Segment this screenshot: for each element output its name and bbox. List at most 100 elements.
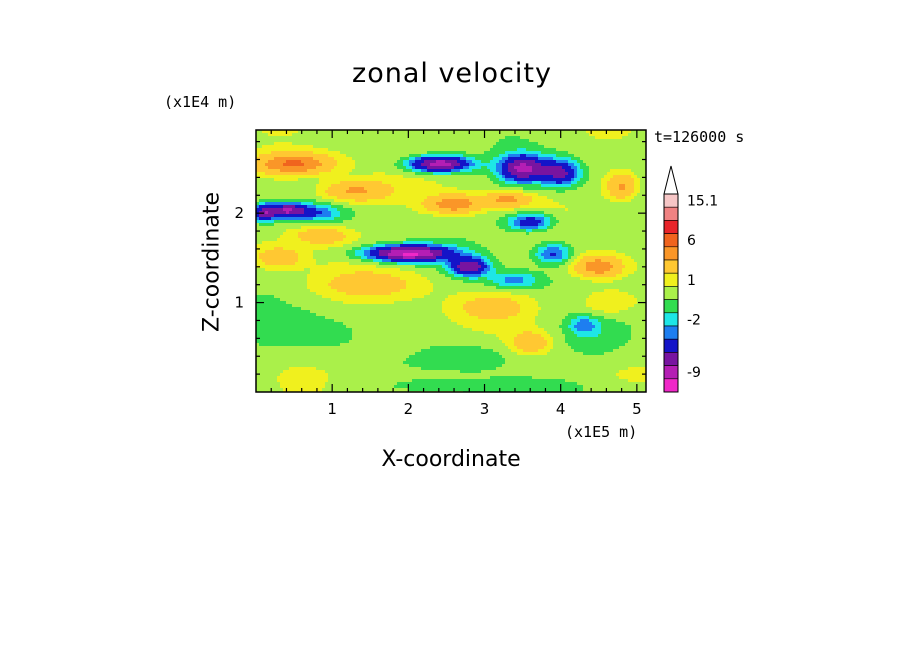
heatmap-cell <box>535 181 539 185</box>
heatmap-cell <box>382 223 386 227</box>
heatmap-cell <box>466 151 470 155</box>
heatmap-cell <box>331 229 335 233</box>
heatmap-cell <box>484 220 488 224</box>
heatmap-cell <box>541 151 545 155</box>
heatmap-cell <box>604 178 608 182</box>
heatmap-cell <box>628 148 632 152</box>
heatmap-cell <box>274 163 278 167</box>
heatmap-cell <box>328 214 332 218</box>
heatmap-cell <box>577 166 581 170</box>
heatmap-cell <box>322 244 326 248</box>
heatmap-cell <box>451 166 455 170</box>
heatmap-cell <box>448 214 452 218</box>
heatmap-cell <box>589 205 593 209</box>
heatmap-cell <box>550 214 554 218</box>
heatmap-cell <box>388 193 392 197</box>
heatmap-cell <box>526 190 530 194</box>
heatmap-cell <box>271 223 275 227</box>
heatmap-cell <box>463 205 467 209</box>
heatmap-cell <box>553 142 557 146</box>
heatmap-cell <box>442 133 446 137</box>
heatmap-cell <box>388 244 392 248</box>
heatmap-cell <box>490 187 494 191</box>
heatmap-cell <box>394 160 398 164</box>
heatmap-cell <box>352 157 356 161</box>
heatmap-cell <box>391 196 395 200</box>
heatmap-cell <box>328 229 332 233</box>
heatmap-cell <box>535 229 539 233</box>
heatmap-cell <box>556 229 560 233</box>
heatmap-cell <box>583 220 587 224</box>
heatmap-cell <box>613 208 617 212</box>
heatmap-cell <box>499 196 503 200</box>
heatmap-cell <box>448 220 452 224</box>
heatmap-cell <box>481 163 485 167</box>
heatmap-cell <box>379 142 383 146</box>
heatmap-cell <box>421 223 425 227</box>
heatmap-cell <box>277 160 281 164</box>
heatmap-cell <box>259 130 263 134</box>
heatmap-cell <box>328 175 332 179</box>
heatmap-cell <box>499 169 503 173</box>
heatmap-cell <box>547 178 551 182</box>
heatmap-cell <box>535 163 539 167</box>
heatmap-cell <box>598 163 602 167</box>
heatmap-cell <box>283 226 287 230</box>
heatmap-cell <box>268 241 272 245</box>
heatmap-cell <box>277 157 281 161</box>
heatmap-cell <box>352 217 356 221</box>
heatmap-cell <box>463 208 467 212</box>
heatmap-cell <box>409 172 413 176</box>
heatmap-cell <box>568 178 572 182</box>
heatmap-cell <box>445 184 449 188</box>
heatmap-cell <box>574 178 578 182</box>
heatmap-cell <box>358 214 362 218</box>
heatmap-cell <box>286 235 290 239</box>
heatmap-cell <box>445 229 449 233</box>
heatmap-cell <box>460 187 464 191</box>
heatmap-cell <box>514 208 518 212</box>
heatmap-cell <box>550 145 554 149</box>
heatmap-cell <box>259 190 263 194</box>
heatmap-cell <box>367 235 371 239</box>
heatmap-cell <box>436 235 440 239</box>
heatmap-cell <box>484 148 488 152</box>
heatmap-cell <box>436 130 440 134</box>
heatmap-cell <box>334 133 338 137</box>
heatmap-cell <box>274 196 278 200</box>
heatmap-cell <box>538 208 542 212</box>
heatmap-cell <box>328 166 332 170</box>
heatmap-cell <box>502 229 506 233</box>
heatmap-cell <box>469 205 473 209</box>
heatmap-cell <box>529 172 533 176</box>
heatmap-cell <box>532 142 536 146</box>
heatmap-cell <box>397 202 401 206</box>
heatmap-cell <box>463 199 467 203</box>
heatmap-cell <box>493 175 497 179</box>
heatmap-cell <box>493 214 497 218</box>
heatmap-cell <box>358 220 362 224</box>
heatmap-cell <box>622 232 626 236</box>
heatmap-cell <box>466 223 470 227</box>
heatmap-cell <box>610 223 614 227</box>
heatmap-cell <box>376 187 380 191</box>
heatmap-cell <box>394 133 398 137</box>
heatmap-cell <box>487 151 491 155</box>
heatmap-cell <box>412 145 416 149</box>
heatmap-cell <box>556 211 560 215</box>
heatmap-cell <box>469 142 473 146</box>
heatmap-cell <box>625 214 629 218</box>
heatmap-cell <box>637 238 641 242</box>
heatmap-cell <box>526 136 530 140</box>
heatmap-cell <box>577 130 581 134</box>
heatmap-cell <box>598 241 602 245</box>
heatmap-cell <box>637 214 641 218</box>
heatmap-cell <box>364 169 368 173</box>
heatmap-cell <box>334 145 338 149</box>
heatmap-cell <box>637 235 641 239</box>
heatmap-cell <box>316 145 320 149</box>
heatmap-cell <box>571 229 575 233</box>
heatmap-cell <box>601 238 605 242</box>
heatmap-cell <box>601 136 605 140</box>
heatmap-cell <box>556 175 560 179</box>
